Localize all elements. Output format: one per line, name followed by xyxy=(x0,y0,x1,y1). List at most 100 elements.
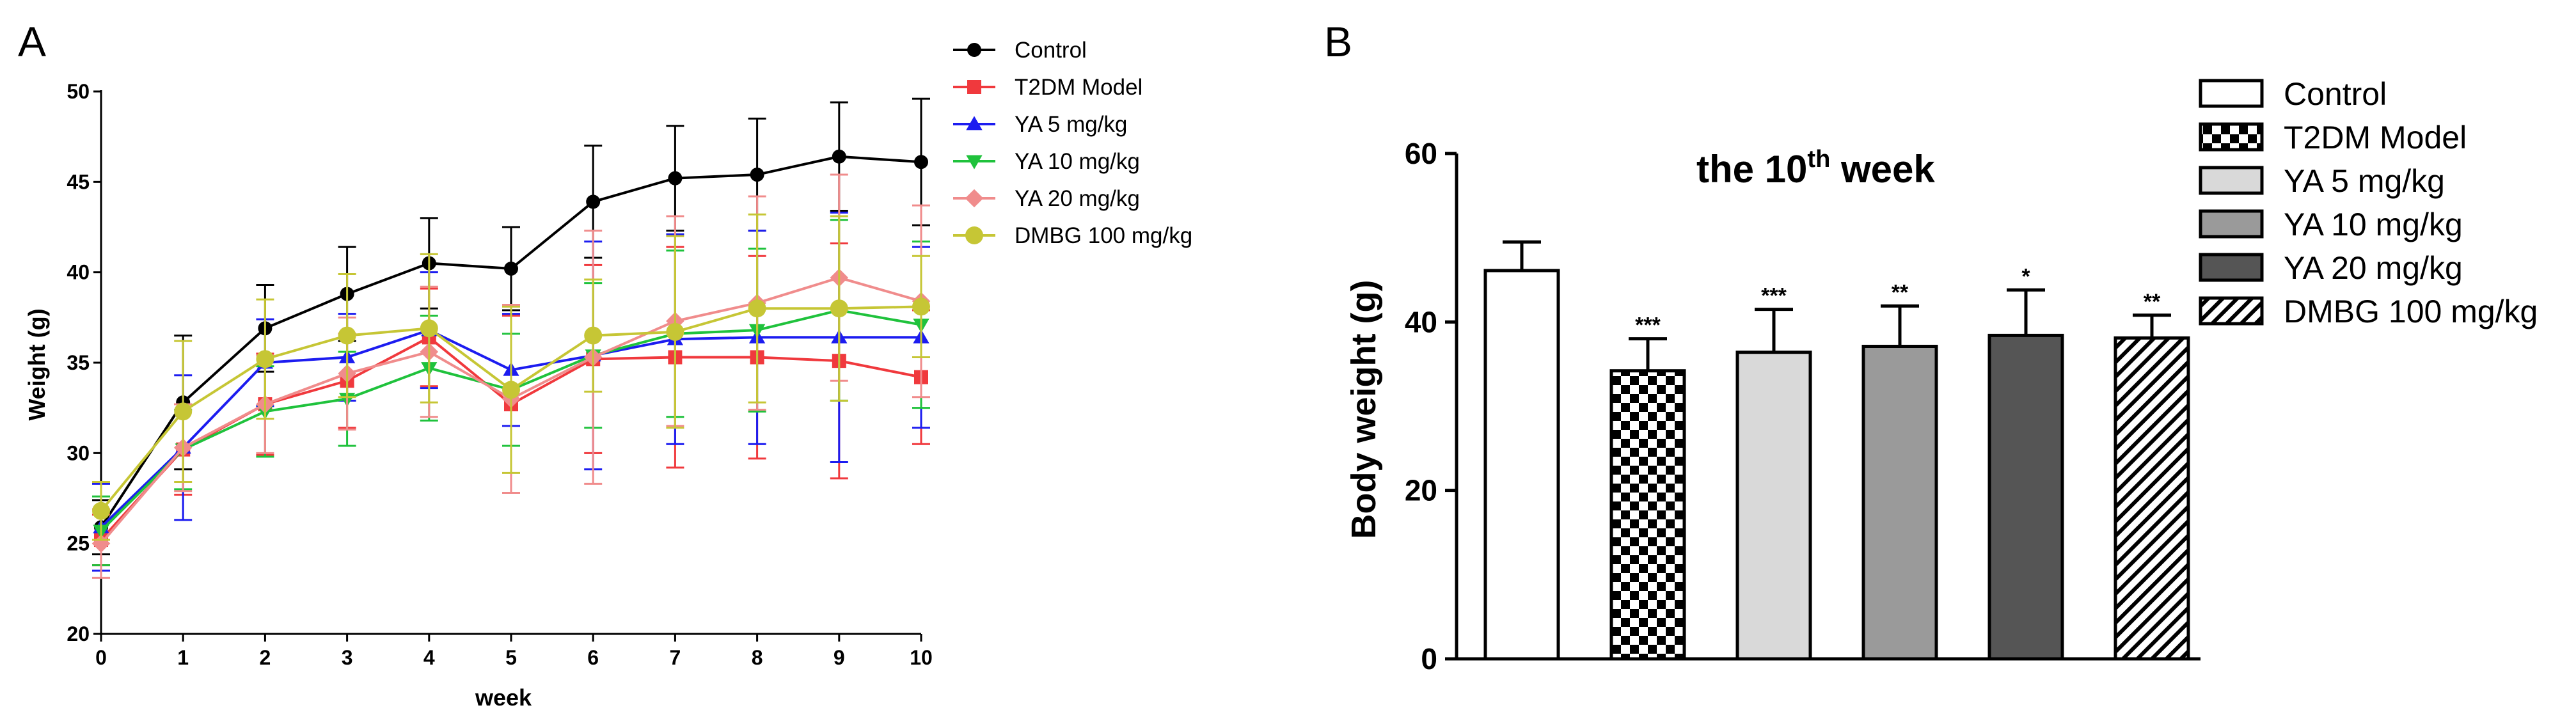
significance-label: *** xyxy=(1635,313,1661,338)
panel-b-bars: ****** ***** xyxy=(1483,240,2190,661)
legend-label: Control xyxy=(1015,38,1087,63)
legend-label: T2DM Model xyxy=(2284,120,2467,155)
data-point xyxy=(586,194,601,209)
legend-swatch xyxy=(2199,253,2264,282)
data-point xyxy=(338,326,356,345)
panel-b-bar-group: *** xyxy=(1735,284,1812,661)
panel-b-bar-group xyxy=(1483,240,1560,661)
legend-swatch xyxy=(2199,296,2264,326)
bar xyxy=(2114,336,2190,661)
data-point xyxy=(666,322,684,341)
panel-a-y-tick-label: 25 xyxy=(67,532,90,555)
panel-a-y-tick-label: 40 xyxy=(67,261,90,284)
panel-a-x-tick-label: 4 xyxy=(423,646,435,669)
panel-a-xlabel: week xyxy=(475,684,532,711)
significance-label: ** xyxy=(1892,280,1909,304)
legend-label: YA 10 mg/kg xyxy=(1015,149,1140,174)
panel-a-x-tick-label: 2 xyxy=(260,646,271,669)
significance-label: ** xyxy=(2144,290,2161,314)
panel-a-ylabel: Weight (g) xyxy=(24,308,50,420)
legend-label: YA 5 mg/kg xyxy=(2284,163,2445,199)
legend-marker xyxy=(966,116,983,130)
legend-label: Control xyxy=(2284,76,2387,112)
panel-a-legend-item: T2DM Model xyxy=(953,75,1142,100)
bar xyxy=(1735,351,1812,661)
legend-swatch xyxy=(2199,209,2264,239)
panel-a-legend-item: Control xyxy=(953,38,1087,63)
data-point xyxy=(832,149,846,164)
data-point xyxy=(912,297,930,316)
panel-b-title-end: week xyxy=(1830,148,1935,191)
panel-a-x-tick-label: 10 xyxy=(910,646,933,669)
data-point xyxy=(420,319,438,338)
panel-a-legend-item: DMBG 100 mg/kg xyxy=(953,223,1192,248)
bar xyxy=(1861,345,1938,661)
panel-a-legend-item: YA 5 mg/kg xyxy=(953,112,1127,137)
panel-a-x-tick-label: 6 xyxy=(587,646,599,669)
panel-b-bar-group: * xyxy=(1987,264,2064,661)
bar xyxy=(1609,369,1686,661)
data-point xyxy=(584,326,603,345)
panel-b-legend-item: DMBG 100 mg/kg xyxy=(2199,294,2538,329)
data-point xyxy=(256,350,274,368)
panel-b-label: B xyxy=(1324,18,1352,65)
panel-b-ylabel: Body weight (g) xyxy=(1345,280,1383,539)
legend-label: YA 20 mg/kg xyxy=(2284,250,2463,286)
panel-b-bar-group: ** xyxy=(1861,280,1938,661)
panel-b-axes: 0 20 40 60 xyxy=(1405,137,2201,675)
legend-swatch xyxy=(2199,166,2264,195)
data-point xyxy=(748,299,766,318)
legend-marker xyxy=(966,155,983,170)
data-point xyxy=(668,171,683,185)
significance-label: *** xyxy=(1761,284,1787,308)
legend-label: YA 20 mg/kg xyxy=(1015,186,1140,211)
panel-a-x-tick-label: 1 xyxy=(177,646,189,669)
data-point xyxy=(174,402,193,421)
panel-b-legend-item: T2DM Model xyxy=(2199,120,2467,155)
bar xyxy=(1987,333,2064,661)
data-point xyxy=(502,381,520,399)
panel-a-x-tick-label: 3 xyxy=(342,646,353,669)
legend-label: YA 10 mg/kg xyxy=(2284,207,2463,242)
panel-a-x-tick-label: 9 xyxy=(834,646,845,669)
panel-b-title-main: the 10 xyxy=(1696,148,1807,191)
panel-a-series-5 xyxy=(92,213,930,541)
data-point xyxy=(504,262,518,276)
panel-b-legend-item: YA 5 mg/kg xyxy=(2199,163,2445,199)
data-point xyxy=(914,155,928,170)
panel-a-legend-item: YA 10 mg/kg xyxy=(953,149,1140,174)
legend-marker xyxy=(965,189,984,208)
panel-b-legend-item: YA 20 mg/kg xyxy=(2199,250,2463,286)
panel-a-y-tick-label: 35 xyxy=(67,351,90,374)
panel-a-legend: Control T2DM Model YA 5 mg/kg YA 10 mg/kg YA… xyxy=(953,38,1192,248)
legend-label: DMBG 100 mg/kg xyxy=(2284,294,2538,329)
panel-a-x-tick-label: 5 xyxy=(505,646,517,669)
legend-swatch xyxy=(2199,122,2264,152)
legend-marker xyxy=(965,226,983,244)
panel-a-x-tick-label: 8 xyxy=(752,646,763,669)
panel-b-bar-group: ** xyxy=(2114,290,2190,661)
panel-a-x-tick-label: 0 xyxy=(95,646,107,669)
panel-b-y-tick-label: 0 xyxy=(1421,642,1437,675)
panel-a-series xyxy=(91,97,931,579)
legend-swatch xyxy=(2199,79,2264,108)
legend-label: T2DM Model xyxy=(1015,75,1142,100)
legend-label: DMBG 100 mg/kg xyxy=(1015,223,1192,248)
data-point xyxy=(830,299,848,318)
panel-b-legend-item: Control xyxy=(2199,76,2387,112)
panel-a-x-tick-label: 7 xyxy=(670,646,681,669)
legend-marker xyxy=(967,43,981,57)
panel-b-legend: Control T2DM Model YA 5 mg/kg YA 10 mg/kg YA… xyxy=(2199,76,2538,329)
panel-a-y-tick-label: 20 xyxy=(67,622,90,645)
data-point xyxy=(750,168,764,182)
panel-a-y-tick-label: 45 xyxy=(67,170,90,193)
legend-marker xyxy=(967,80,981,94)
panel-b-bar-group: *** xyxy=(1609,313,1686,661)
panel-b-y-tick-label: 40 xyxy=(1405,305,1437,338)
data-point xyxy=(92,501,110,520)
panel-b-y-tick-label: 20 xyxy=(1405,474,1437,507)
bar xyxy=(1483,269,1560,661)
panel-b-y-tick-label: 60 xyxy=(1405,137,1437,170)
